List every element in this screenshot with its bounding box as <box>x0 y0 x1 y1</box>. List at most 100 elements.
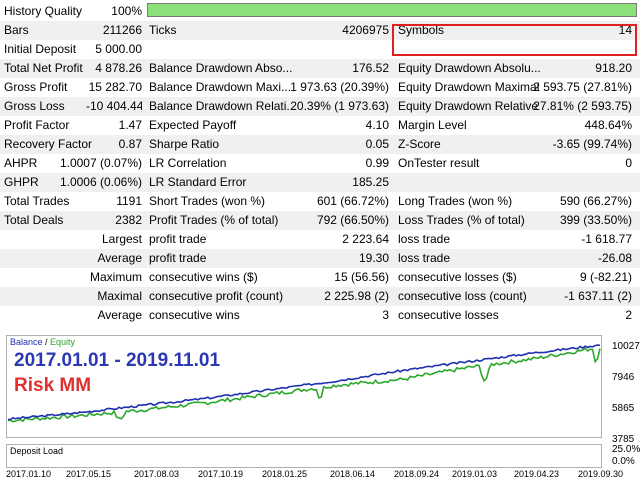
stats-cell: consecutive losses <box>398 308 499 322</box>
stats-cell: Long Trades (won %) <box>398 194 513 208</box>
deposit-tick-0: 0.0% <box>612 456 635 467</box>
stats-row: Total Deals 2382 Profit Trades (% of total… <box>0 211 640 230</box>
stats-cell: 5 000.00 <box>95 42 142 56</box>
stats-cell: -10 404.44 <box>86 99 142 113</box>
deposit-load-chart <box>6 444 602 468</box>
balance-line <box>7 344 601 421</box>
stats-cell: 2 223.64 <box>342 232 389 246</box>
x-tick-label: 2019.04.23 <box>514 469 560 479</box>
stats-cell: 19.30 <box>358 251 389 265</box>
stats-cell: 27.81% (2 593.75) <box>533 99 632 113</box>
stats-cell: Average <box>97 308 142 322</box>
stats-cell: Equity Drawdown Absolu... <box>398 61 541 75</box>
y-tick-10027: 10027 <box>612 341 640 352</box>
stats-cell: 2382 <box>115 213 142 227</box>
stats-cell: 211266 <box>102 23 142 37</box>
stats-cell: consecutive loss (count) <box>398 289 527 303</box>
stats-cell: Symbols <box>398 23 445 37</box>
stats-cell: 14 <box>618 23 632 37</box>
stats-row: Profit Factor 1.47 Expected Payoff 4.10 Marg… <box>0 116 640 135</box>
stats-cell: Gross Profit <box>4 80 68 94</box>
stats-cell: Margin Level <box>398 118 467 132</box>
stats-cell: consecutive profit (count) <box>149 289 284 303</box>
stats-row: Initial Deposit 5 000.00 <box>0 40 640 59</box>
stats-cell: 1 973.63 (20.39%) <box>290 80 389 94</box>
stats-cell: Profit Factor <box>4 118 70 132</box>
period-overlay: 2017.01.01 - 2019.11.01 <box>14 350 221 371</box>
stats-cell: -1 637.11 (2) <box>564 289 632 303</box>
stats-cell: Sharpe Ratio <box>149 137 220 151</box>
stats-cell: -26.08 <box>597 251 632 265</box>
stats-cell: 2 593.75 (27.81%) <box>533 80 632 94</box>
stats-cell: Average <box>97 251 142 265</box>
stats-cell: loss trade <box>398 232 451 246</box>
stats-row: Total Net Profit 4 878.26 Balance Drawdown… <box>0 59 640 78</box>
balance-equity-chart <box>6 335 602 438</box>
stats-row: Maximal consecutive profit (count) 2 225.9… <box>0 287 640 306</box>
stats-cell: Maximum <box>89 270 142 284</box>
x-tick-label: 2019.09.30 <box>578 469 624 479</box>
stats-cell: 4206975 <box>342 23 389 37</box>
stats-cell: Initial Deposit <box>4 42 77 56</box>
stats-row: Gross Profit 15 282.70 Balance Drawdown Ma… <box>0 78 640 97</box>
y-tick-5865: 5865 <box>612 403 635 414</box>
stats-cell: 185.25 <box>352 175 389 189</box>
stats-cell: Total Net Profit <box>4 61 83 75</box>
stats-cell: 0 <box>625 156 632 170</box>
stats-cell: Gross Loss <box>4 99 65 113</box>
stats-cell: Ticks <box>149 23 177 37</box>
symbols-highlight-box <box>392 24 637 56</box>
stats-cell: Total Deals <box>4 213 64 227</box>
stats-cell: 2 <box>625 308 632 322</box>
x-tick-label: 2018.06.14 <box>330 469 376 479</box>
stats-cell: 1.47 <box>118 118 142 132</box>
x-tick-label: 2018.09.24 <box>394 469 440 479</box>
stats-cell: consecutive wins ($) <box>149 270 258 284</box>
stats-cell: Equity Drawdown Relative <box>398 99 539 113</box>
mode-overlay: Risk MM <box>14 375 92 396</box>
stats-cell: profit trade <box>149 232 207 246</box>
x-tick-label: 2017.05.15 <box>66 469 112 479</box>
stats-cell: 792 (66.50%) <box>316 213 389 227</box>
stats-row: Average profit trade 19.30 loss trade -26.08 <box>0 249 640 268</box>
stats-row: Total Trades 1191 Short Trades (won %) 601 … <box>0 192 640 211</box>
stats-cell: LR Correlation <box>149 156 227 170</box>
y-tick-7946: 7946 <box>612 372 635 383</box>
history-quality-value: 100% <box>111 4 142 18</box>
stats-cell: Z-Score <box>398 137 441 151</box>
x-tick-label: 2019.01.03 <box>452 469 498 479</box>
chart-legend: Balance / Equity <box>10 337 75 348</box>
legend-equity: Equity <box>50 337 76 347</box>
stats-cell: 448.64% <box>584 118 632 132</box>
stats-cell: Total Trades <box>4 194 70 208</box>
stats-row: AHPR 1.0007 (0.07%) LR Correlation 0.99 OnTe… <box>0 154 640 173</box>
stats-cell: 0.05 <box>365 137 389 151</box>
stats-cell: 3 <box>382 308 389 322</box>
x-tick-label: 2017.10.19 <box>198 469 244 479</box>
stats-cell: Expected Payoff <box>149 118 237 132</box>
stats-cell: 918.20 <box>595 61 632 75</box>
stats-row: Maximum consecutive wins ($) 15 (56.56) con… <box>0 268 640 287</box>
history-quality-fill <box>148 4 636 16</box>
history-quality-label: History Quality <box>4 4 83 18</box>
stats-cell: consecutive losses ($) <box>398 270 517 284</box>
equity-line <box>7 347 601 423</box>
stats-cell: 399 (33.50%) <box>559 213 632 227</box>
stats-cell: 176.52 <box>352 61 389 75</box>
stats-cell: Balance Drawdown Maxi... <box>149 80 292 94</box>
stats-cell: 590 (66.27%) <box>559 194 632 208</box>
stats-cell: Profit Trades (% of total) <box>149 213 279 227</box>
stats-cell: 1191 <box>116 194 142 208</box>
x-tick-label: 2017.01.10 <box>6 469 52 479</box>
deposit-load-label: Deposit Load <box>10 446 64 456</box>
stats-cell: Balance Drawdown Relati... <box>149 99 297 113</box>
stats-cell: Bars <box>4 23 29 37</box>
stats-cell: 2 225.98 (2) <box>324 289 389 303</box>
legend-separator: / <box>42 337 51 347</box>
stats-cell: GHPR <box>4 175 39 189</box>
stats-cell: OnTester result <box>398 156 480 170</box>
stats-row: Gross Loss -10 404.44 Balance Drawdown Rel… <box>0 97 640 116</box>
stats-cell: Largest <box>101 232 142 246</box>
stats-cell: Maximal <box>97 289 142 303</box>
history-quality-bar <box>147 3 637 17</box>
